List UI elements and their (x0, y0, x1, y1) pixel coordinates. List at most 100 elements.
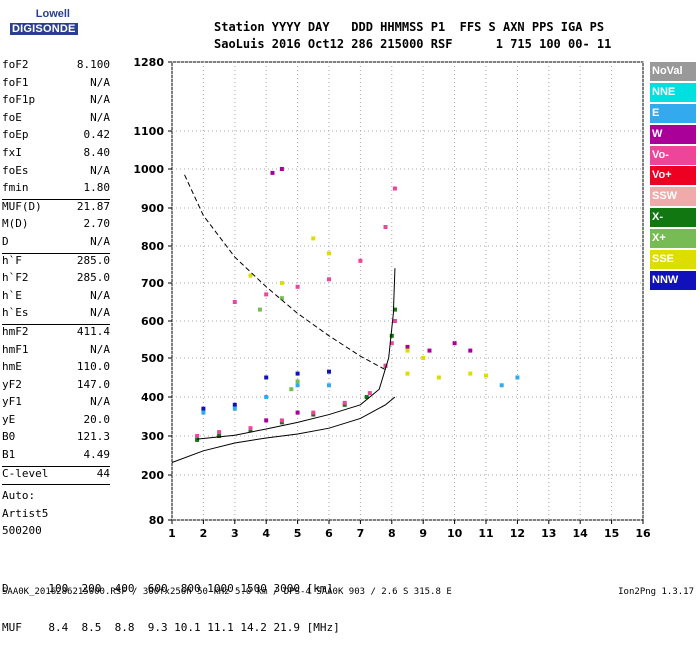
echo-point-xplus (257, 307, 262, 312)
echo-point-sse (311, 236, 316, 241)
param-value: 0.42 (83, 128, 111, 142)
x-tick-label: 10 (447, 527, 463, 540)
echo-point-sse (421, 356, 426, 360)
auto-block: Auto: Artist5 500200 (2, 489, 110, 542)
x-tick-label: 11 (478, 527, 493, 540)
header-line-2: SaoLuis 2016 Oct12 286 215000 RSF 1 715 … (214, 37, 612, 51)
param-name: MUF(D) (2, 199, 42, 213)
echo-point-e (232, 406, 237, 411)
echo-point-sse (436, 375, 441, 380)
param-name: M(D) (2, 217, 29, 231)
param-name: h`E (2, 288, 22, 302)
legend-item-ssw: SSW (650, 187, 696, 207)
echo-point-xminus (392, 307, 397, 312)
param-row-hf2: h`F2 285.0 (2, 271, 110, 289)
header-line-1: Station YYYY DAY DDD HHMMSS P1 FFS S AXN… (214, 20, 605, 34)
y-tick-label: 1100 (133, 125, 164, 138)
echo-point-e (264, 395, 269, 399)
param-value: 147.0 (76, 377, 110, 391)
param-name: B1 (2, 448, 16, 462)
param-row-fof1: foF1 N/A (2, 76, 110, 94)
x-tick-label: 9 (419, 527, 427, 540)
param-row-hf: h`F 285.0 (2, 254, 110, 272)
legend-item-vominus: Vo- (650, 145, 696, 165)
param-value: 110.0 (76, 360, 110, 374)
x-tick-label: 7 (357, 527, 365, 540)
param-row-b0: B0 121.3 (2, 430, 110, 448)
echo-point-vominus (383, 225, 388, 229)
params-group-virtual-heights: h`F 285.0 h`F2 285.0 h`E N/A h`Es N/A (2, 254, 110, 324)
echo-point-vominus (389, 341, 394, 346)
x-tick-label: 16 (635, 527, 651, 540)
param-name: h`F2 (2, 271, 29, 285)
polarization-legend: NoVal NNE E W Vo- Vo+ SSW X- X+ SSE NNW (650, 62, 696, 292)
echo-point-vominus (342, 400, 347, 405)
legend-item-nnw: NNW (650, 270, 696, 290)
param-row-hmf2: hmF2 411.4 (2, 325, 110, 343)
auto-line1: Auto: (2, 489, 36, 503)
muf-row: MUF 8.4 8.5 8.8 9.3 10.1 11.1 14.2 21.9 … (2, 621, 340, 634)
param-row-fxi: fxI 8.40 (2, 146, 110, 164)
legend-item-nne: NNE (650, 82, 696, 102)
param-row-foep: foEp 0.42 (2, 128, 110, 146)
echo-point-vominus (327, 277, 331, 282)
param-row-b1: B1 4.49 (2, 448, 110, 466)
clevel-value: 44 (96, 466, 110, 480)
param-name: hmF1 (2, 342, 29, 356)
param-value: 2.70 (83, 217, 111, 231)
param-name: foEs (2, 163, 29, 177)
echo-point-sse (248, 273, 253, 278)
muf-curve (184, 174, 386, 371)
echo-point-vominus (392, 319, 397, 323)
echo-point-xminus (195, 437, 200, 442)
echo-point-vominus (392, 186, 397, 191)
echo-point-nnw (295, 371, 300, 376)
param-value: 121.3 (76, 430, 110, 444)
echo-point-nnw (232, 402, 237, 407)
echo-point-vominus (248, 426, 253, 431)
param-name: h`F (2, 253, 22, 267)
y-tick-label: 900 (141, 202, 164, 215)
param-value: 8.40 (83, 145, 111, 159)
echo-point-vominus (232, 300, 237, 304)
file-info: SAA0K_2016286215000.RSF / 300fx256h 50 k… (2, 587, 452, 597)
param-row-foes: foEs N/A (2, 164, 110, 182)
param-value: 8.100 (76, 58, 110, 71)
echo-point-xminus (364, 395, 369, 399)
echo-point-sse (279, 281, 284, 285)
parameter-panel: foF2 8.100 foF1 N/A foF1p N/A foE N/A foEp 0.42 fx… (2, 58, 110, 542)
echo-point-xplus (295, 379, 300, 384)
param-row-fof1p: foF1p N/A (2, 93, 110, 111)
param-name: yF2 (2, 377, 22, 391)
electron-density-profile (171, 396, 396, 463)
auto-line2: Artist5 (2, 506, 49, 520)
echo-point-e (515, 375, 520, 380)
param-name: D (2, 234, 9, 248)
legend-item-noval: NoVal (650, 62, 696, 81)
param-value: 21.87 (76, 199, 110, 213)
param-row-fmin: fmin 1.80 (2, 181, 110, 199)
echo-point-w (405, 344, 410, 349)
param-row-fof2: foF2 8.100 (2, 58, 110, 76)
echo-point-vominus (279, 418, 284, 423)
echo-point-sse (405, 348, 410, 353)
legend-item-xminus: X- (650, 208, 696, 228)
echo-point-vominus (367, 391, 372, 396)
clevel-name: C-level (2, 466, 49, 480)
x-tick-label: 8 (388, 527, 396, 540)
echo-point-xplus (279, 296, 284, 301)
y-tick-label: 80 (149, 514, 165, 527)
echo-point-w (279, 167, 284, 171)
echo-point-e (499, 383, 504, 388)
echo-point-w (295, 410, 300, 415)
echo-point-w (427, 348, 432, 353)
params-group-profile: hmF2 411.4 hmF1 N/A hmE 110.0 yF2 147.0 yF1 N/A yE… (2, 325, 110, 466)
y-tick-label: 1000 (133, 163, 164, 176)
param-name: h`Es (2, 306, 29, 320)
param-row-d: D N/A (2, 235, 110, 253)
param-value: N/A (90, 395, 110, 409)
param-name: yF1 (2, 395, 22, 409)
param-value: N/A (90, 342, 110, 356)
echo-point-xplus (289, 387, 294, 392)
param-row-mufd: MUF(D) 21.87 (2, 200, 110, 218)
